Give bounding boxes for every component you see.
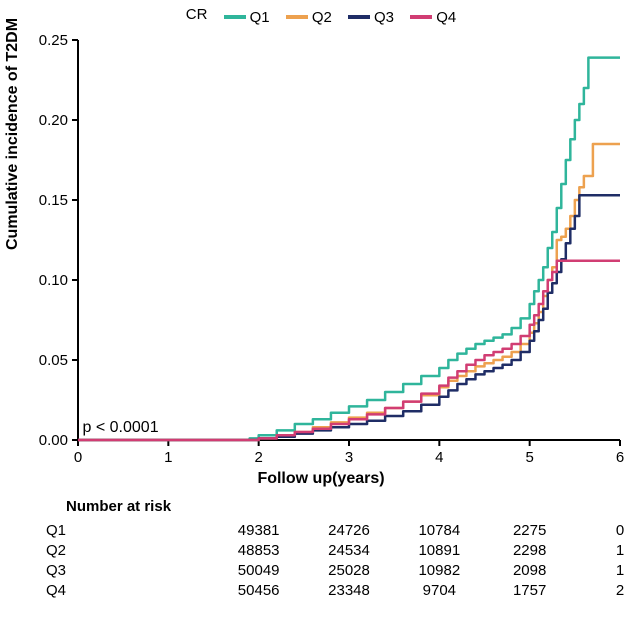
risk-cell: 9704 — [396, 581, 482, 601]
risk-cell: 10982 — [396, 561, 482, 581]
legend-label-q3: Q3 — [374, 9, 394, 26]
risk-cell: 10891 — [396, 541, 482, 561]
legend-item-q1: Q1 — [224, 9, 270, 26]
risk-row: Q350049250281098220981 — [40, 561, 171, 581]
legend-swatch-q2 — [286, 15, 308, 19]
p-value-text: p < 0.0001 — [83, 419, 159, 437]
x-tick-label: 1 — [164, 449, 172, 466]
legend-item-q2: Q2 — [286, 9, 332, 26]
risk-cell: 2 — [577, 581, 642, 601]
risk-table-body: Q149381247261078422750Q24885324534108912… — [40, 521, 171, 601]
legend-title-text: CR — [186, 6, 208, 23]
x-axis-label-text: Follow up(years) — [257, 470, 384, 487]
risk-cell: 24726 — [306, 521, 392, 541]
x-tick-label: 6 — [616, 449, 624, 466]
risk-cell: 10784 — [396, 521, 482, 541]
risk-row: Q45045623348970417572 — [40, 581, 171, 601]
legend-swatch-q3 — [348, 15, 370, 19]
risk-cell: 25028 — [306, 561, 392, 581]
risk-row-label: Q2 — [40, 541, 96, 561]
legend-title: CR — [186, 6, 208, 23]
risk-cell: 48853 — [216, 541, 302, 561]
risk-cell: 24534 — [306, 541, 392, 561]
y-tick-label: 0.20 — [39, 112, 68, 129]
legend-label-q2: Q2 — [312, 9, 332, 26]
y-tick-label: 0.05 — [39, 352, 68, 369]
legend-label-q4: Q4 — [436, 9, 456, 26]
legend-item-q4: Q4 — [410, 9, 456, 26]
x-axis-label: Follow up(years) — [0, 470, 642, 488]
legend-label-q1: Q1 — [250, 9, 270, 26]
risk-cell: 2098 — [487, 561, 573, 581]
x-tick-label: 5 — [525, 449, 533, 466]
legend-item-q3: Q3 — [348, 9, 394, 26]
risk-table-title: Number at risk — [66, 498, 171, 515]
series-Q1 — [78, 58, 620, 440]
x-tick-label: 0 — [74, 449, 82, 466]
x-tick-label: 2 — [254, 449, 262, 466]
risk-cell: 50049 — [216, 561, 302, 581]
risk-cell: 2298 — [487, 541, 573, 561]
x-tick-label: 3 — [345, 449, 353, 466]
risk-row-label: Q1 — [40, 521, 96, 541]
risk-cell: 1757 — [487, 581, 573, 601]
y-tick-label: 0.25 — [39, 32, 68, 49]
risk-cell: 23348 — [306, 581, 392, 601]
risk-cell: 1 — [577, 541, 642, 561]
y-tick-label: 0.00 — [39, 432, 68, 449]
chart-wrapper: { "chart": { "type": "step-line", "legen… — [0, 0, 642, 619]
y-tick-label: 0.15 — [39, 192, 68, 209]
risk-row: Q248853245341089122981 — [40, 541, 171, 561]
chart-legend: CR Q1 Q2 Q3 Q4 — [0, 6, 642, 26]
risk-cell: 1 — [577, 561, 642, 581]
risk-row: Q149381247261078422750 — [40, 521, 171, 541]
legend-swatch-q4 — [410, 15, 432, 19]
risk-row-label: Q3 — [40, 561, 96, 581]
chart-svg: 0.00 0.05 0.10 0.15 0.20 0.25 0 1 2 3 4 5 6 — [0, 0, 642, 470]
y-axis-label: Cumulative incidence of T2DM — [4, 18, 22, 250]
risk-row-label: Q4 — [40, 581, 96, 601]
y-tick-label: 0.10 — [39, 272, 68, 289]
y-axis-label-text: Cumulative incidence of T2DM — [4, 18, 21, 250]
risk-cell: 2275 — [487, 521, 573, 541]
number-at-risk-table: Number at risk Q149381247261078422750Q24… — [40, 498, 171, 601]
legend-swatch-q1 — [224, 15, 246, 19]
risk-cell: 0 — [577, 521, 642, 541]
x-tick-label: 4 — [435, 449, 443, 466]
risk-cell: 50456 — [216, 581, 302, 601]
p-value-text-span: p < 0.0001 — [83, 419, 159, 436]
risk-cell: 49381 — [216, 521, 302, 541]
